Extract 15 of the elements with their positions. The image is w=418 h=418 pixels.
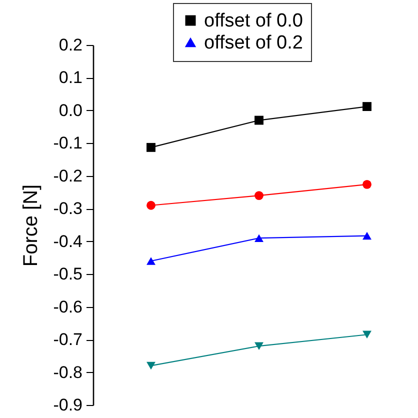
y-tick-label: -0.1	[53, 134, 82, 153]
y-tick-label: -0.9	[53, 396, 82, 414]
y-tick-label: 0.2	[58, 36, 82, 54]
y-tick-label: -0.2	[53, 166, 82, 186]
y-tick-label: -0.5	[53, 264, 82, 284]
legend-label: offset of 0.2	[204, 32, 303, 54]
y-tick-label: -0.4	[53, 232, 82, 251]
y-tick-label: 0.1	[58, 68, 82, 88]
y-tick-label: -0.3	[53, 199, 82, 218]
y-axis-title: Force [N]	[20, 184, 42, 267]
y-tick-label: -0.7	[53, 330, 82, 350]
y-tick-label: -0.6	[53, 297, 82, 316]
y-tick-label: -0.8	[53, 362, 82, 382]
legend-label: offset of 0.0	[204, 10, 303, 32]
y-tick-label: 0.0	[58, 100, 82, 120]
